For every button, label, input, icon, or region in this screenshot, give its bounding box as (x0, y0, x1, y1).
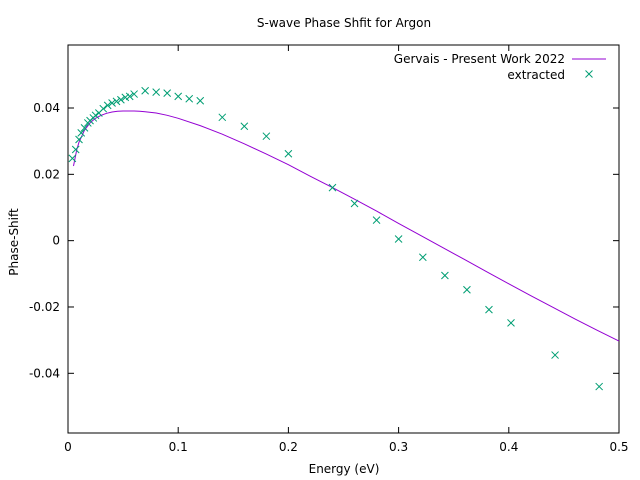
data-point-stroke (68, 154, 77, 163)
y-tick-label: -0.02 (29, 300, 60, 314)
x-tick-label: 0 (64, 440, 72, 454)
data-point (174, 92, 183, 101)
data-point (130, 90, 138, 98)
legend-marker-stroke (585, 70, 593, 78)
data-point (80, 124, 89, 132)
data-point-stroke (218, 113, 227, 122)
data-point-stroke (485, 305, 493, 314)
data-point-stroke (163, 89, 172, 97)
data-point-stroke (262, 132, 271, 141)
data-point (68, 154, 77, 163)
data-point (595, 382, 604, 391)
data-point-stroke (108, 99, 116, 107)
data-point-stroke (80, 124, 89, 132)
data-point (141, 86, 149, 95)
data-point (163, 89, 172, 97)
data-point (108, 99, 116, 107)
data-point (485, 305, 493, 314)
data-point-stroke (71, 145, 80, 154)
data-point (372, 216, 381, 224)
data-point (350, 199, 359, 208)
data-point (185, 94, 194, 103)
data-point (152, 88, 161, 96)
data-point-stroke (328, 183, 337, 192)
data-point-stroke (99, 104, 108, 113)
data-point-stroke (196, 96, 205, 105)
data-point (196, 96, 205, 105)
data-point-stroke (117, 95, 125, 104)
legend-label-extracted: extracted (507, 68, 565, 82)
data-point (394, 235, 403, 243)
data-point-stroke (284, 149, 293, 158)
data-point-stroke (112, 97, 121, 106)
x-tick-label: 0.5 (609, 440, 628, 454)
data-point (71, 145, 80, 154)
data-point (418, 253, 427, 262)
data-point-stroke (507, 319, 515, 327)
data-point-stroke (441, 271, 449, 280)
data-point-stroke (152, 88, 161, 96)
data-point (262, 132, 271, 141)
legend-label-model: Gervais - Present Work 2022 (394, 52, 565, 66)
data-point-stroke (350, 199, 359, 208)
data-point-stroke (595, 382, 604, 391)
data-point (463, 285, 471, 294)
x-axis-label: Energy (eV) (309, 462, 380, 476)
y-tick-label: 0.02 (33, 167, 60, 181)
plot-area (67, 44, 620, 434)
data-point-stroke (130, 90, 138, 98)
data-point (125, 92, 134, 101)
y-tick-label: 0.04 (33, 101, 60, 115)
data-point-stroke (103, 101, 112, 110)
data-point (218, 113, 227, 122)
data-point (99, 104, 108, 113)
data-point-stroke (91, 111, 100, 120)
data-point (551, 351, 559, 359)
chart-title: S-wave Phase Shfit for Argon (257, 16, 431, 30)
data-point (240, 122, 249, 131)
data-point (75, 135, 83, 144)
data-point (441, 271, 449, 280)
data-point-stroke (141, 86, 149, 95)
data-point (507, 319, 515, 327)
data-point (77, 129, 86, 137)
data-point (91, 111, 100, 120)
data-point (103, 101, 112, 110)
data-point-stroke (75, 135, 83, 144)
legend-swatch-extracted (585, 70, 593, 78)
data-point-stroke (77, 129, 86, 137)
x-tick-label: 0.1 (169, 440, 188, 454)
data-point (117, 95, 125, 104)
axis-ticks: 0 0.1 0.2 0.3 0.4 0.5 -0.04 -0.02 0 0.02 0.04 (29, 45, 629, 454)
y-tick-label: -0.04 (29, 366, 60, 380)
data-point (112, 97, 121, 106)
series-layer (68, 86, 620, 391)
x-tick-label: 0.2 (279, 440, 298, 454)
data-point-stroke (463, 285, 471, 294)
data-point-stroke (551, 351, 559, 359)
data-point-stroke (418, 253, 427, 262)
plot-frame (67, 44, 620, 434)
x-tick-label: 0.3 (389, 440, 408, 454)
data-point (284, 149, 293, 158)
data-point-stroke (185, 94, 194, 103)
legend: Gervais - Present Work 2022 extracted (394, 52, 606, 82)
y-tick-label: 0 (52, 234, 60, 248)
x-tick-label: 0.4 (499, 440, 518, 454)
data-point-stroke (394, 235, 403, 243)
series-line-model (73, 110, 620, 342)
data-point-stroke (125, 92, 134, 101)
data-point (328, 183, 337, 192)
data-point (121, 93, 130, 102)
data-point-stroke (121, 93, 130, 102)
y-axis-label: Phase-Shift (7, 208, 21, 276)
data-point-stroke (372, 216, 381, 224)
data-point-stroke (240, 122, 249, 131)
data-point-stroke (174, 92, 183, 101)
